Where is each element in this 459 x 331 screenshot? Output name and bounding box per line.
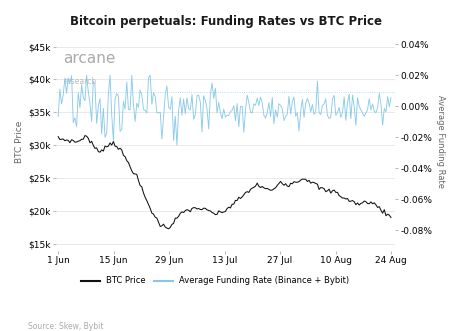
Title: Bitcoin perpetuals: Funding Rates vs BTC Price: Bitcoin perpetuals: Funding Rates vs BTC… [69, 15, 381, 28]
Legend: BTC Price, Average Funding Rate (Binance + Bybit): BTC Price, Average Funding Rate (Binance… [78, 273, 352, 289]
Text: research: research [63, 77, 96, 86]
Text: arcane: arcane [63, 51, 115, 66]
Y-axis label: BTC Price: BTC Price [15, 121, 24, 163]
Y-axis label: Average Funding Rate: Average Funding Rate [435, 95, 444, 188]
Text: Source: Skew, Bybit: Source: Skew, Bybit [28, 322, 103, 331]
